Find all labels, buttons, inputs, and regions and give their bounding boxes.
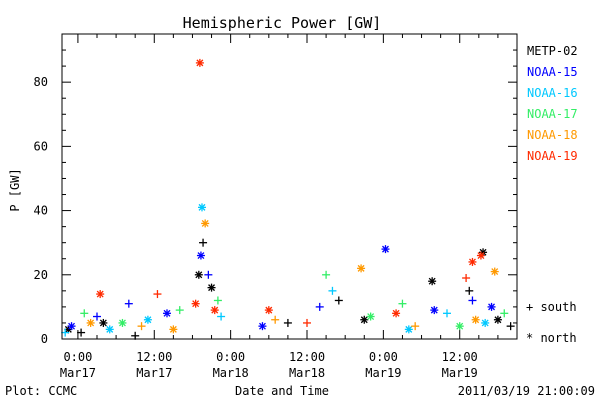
y-tick-label: 0 (41, 332, 48, 346)
data-point-north (198, 203, 206, 212)
data-point-north (481, 318, 490, 327)
x-tick-label-date: Mar17 (60, 366, 96, 380)
data-point-south (334, 296, 343, 305)
data-point-north (490, 267, 499, 276)
data-point-south (315, 302, 324, 311)
y-tick-label: 80 (34, 75, 48, 89)
data-point-south (93, 312, 101, 321)
data-point-north (163, 309, 171, 318)
legend-entry: NOAA-17 (527, 107, 578, 121)
legend-entry: NOAA-15 (527, 65, 578, 79)
data-point-south (328, 286, 337, 295)
legend-south-marker: + south (526, 300, 577, 314)
data-point-south (80, 309, 89, 318)
legend-north-marker: * north (526, 331, 577, 345)
x-tick-label-date: Mar18 (213, 366, 249, 380)
data-point-north (471, 315, 480, 324)
data-point-south (411, 322, 420, 331)
data-point-south (204, 270, 213, 279)
data-point-north (191, 299, 200, 308)
legend-entry: NOAA-19 (527, 149, 578, 163)
y-tick-label: 40 (34, 204, 48, 218)
y-axis-label: P [GW] (8, 168, 22, 211)
x-tick-label-time: 12:00 (136, 350, 172, 364)
legend-entry: NOAA-16 (527, 86, 578, 100)
x-axis-label: Date and Time (235, 384, 329, 398)
data-point-north (105, 325, 114, 334)
data-point-north (392, 309, 401, 318)
plot-frame (61, 33, 518, 340)
y-tick-label: 60 (34, 139, 48, 153)
data-point-south (271, 315, 280, 324)
x-tick-label-date: Mar17 (136, 366, 172, 380)
chart-title: Hemispheric Power [GW] (183, 14, 382, 32)
data-points (61, 58, 515, 340)
data-point-south (124, 299, 133, 308)
y-tick-label: 20 (34, 268, 48, 282)
data-point-south (506, 322, 515, 331)
data-point-north (99, 318, 108, 327)
legend-entry: METP-02 (527, 44, 578, 58)
data-point-north (430, 306, 439, 315)
data-point-south (175, 306, 184, 315)
x-tick-label-time: 12:00 (442, 350, 478, 364)
data-point-north (258, 322, 267, 331)
data-point-south (398, 299, 407, 308)
data-point-north (366, 312, 375, 321)
data-point-north (143, 315, 152, 324)
x-tick-label-date: Mar19 (442, 366, 478, 380)
data-point-north (360, 315, 369, 324)
data-point-north (264, 306, 273, 315)
data-point-south (153, 290, 162, 299)
x-tick-label-date: Mar18 (289, 366, 325, 380)
x-tick-label-time: 0:00 (216, 350, 245, 364)
data-point-north (118, 318, 127, 327)
data-point-north (455, 322, 464, 331)
data-point-north (201, 219, 210, 228)
data-point-north (196, 251, 205, 260)
legend-entry: NOAA-18 (527, 128, 578, 142)
data-point-south (61, 328, 70, 337)
axis-ticks: 0 20 40 60 80 0:00 Mar17 12:00 Mar17 0:00 Mar18 12:… (34, 33, 518, 380)
data-point-south (217, 312, 226, 321)
footer-credit: Plot: CCMC (5, 384, 77, 398)
x-tick-label-date: Mar19 (365, 366, 401, 380)
data-point-south (500, 309, 509, 318)
data-point-north (207, 283, 216, 292)
data-point-north (428, 277, 437, 286)
data-point-north (194, 270, 203, 279)
data-point-south (77, 328, 86, 337)
data-point-north (493, 315, 502, 324)
data-point-north (381, 245, 390, 254)
legend: METP-02 NOAA-15 NOAA-16 NOAA-17 NOAA-18 NOAA-… (527, 44, 578, 163)
data-point-south (137, 322, 146, 331)
data-point-south (199, 238, 208, 247)
x-tick-label-time: 0:00 (63, 350, 92, 364)
data-point-north (67, 322, 76, 331)
data-point-south (322, 270, 331, 279)
data-point-north (195, 58, 204, 67)
data-point-north (169, 325, 178, 334)
data-point-south (213, 296, 222, 305)
data-point-north (487, 302, 496, 311)
data-point-south (465, 286, 474, 295)
data-point-south (283, 318, 292, 327)
data-point-south (303, 318, 311, 327)
data-point-north (210, 306, 219, 315)
data-point-north (96, 290, 105, 299)
data-point-north (476, 251, 485, 260)
data-point-north (468, 257, 477, 266)
data-point-south (462, 274, 471, 282)
data-point-south (468, 296, 477, 305)
x-tick-label-time: 12:00 (289, 350, 325, 364)
data-point-south (131, 331, 140, 340)
footer-timestamp: 2011/03/19 21:00:09 (458, 384, 595, 398)
data-point-north (404, 325, 413, 334)
data-point-north (86, 318, 95, 327)
data-point-south (443, 309, 451, 318)
data-point-north (357, 264, 366, 273)
x-tick-label-time: 0:00 (369, 350, 398, 364)
